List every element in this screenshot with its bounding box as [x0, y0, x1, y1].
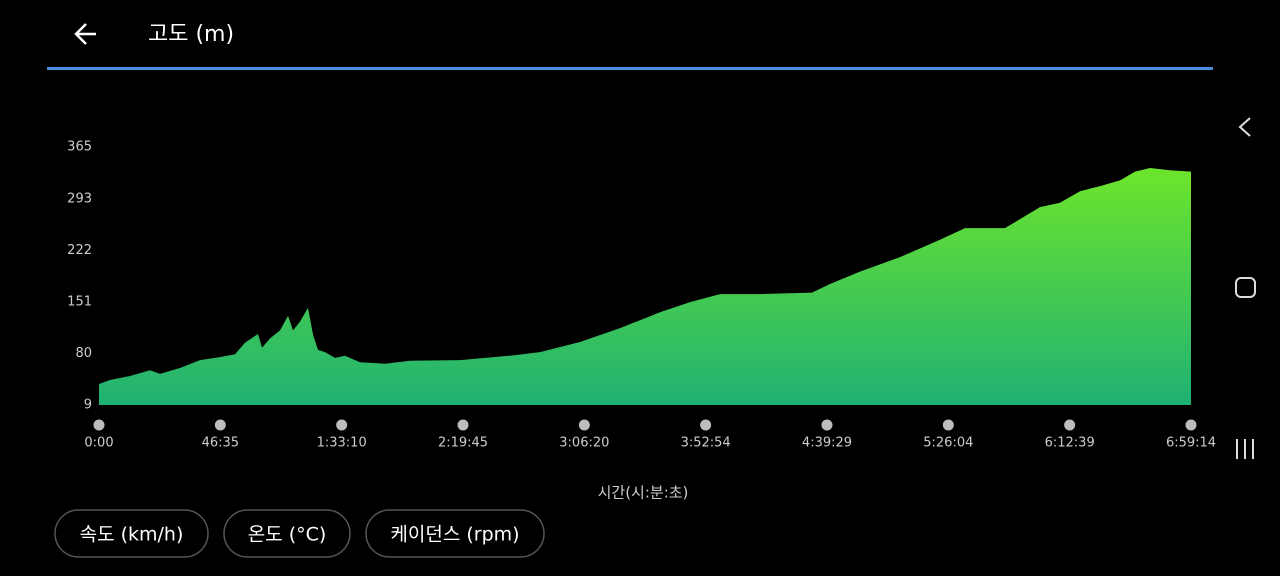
y-tick-label: 9: [84, 398, 92, 413]
button-outline[interactable]: [223, 509, 351, 558]
x-tick-label: 46:35: [202, 436, 239, 451]
filter-button[interactable]: 속도 (km/h): [54, 509, 209, 558]
back-button[interactable]: [74, 23, 96, 45]
y-tick-label: 80: [75, 346, 92, 361]
x-tick-label: 6:12:39: [1045, 436, 1095, 451]
y-tick-label: 293: [67, 192, 92, 207]
x-tick-dot: [214, 419, 226, 431]
x-tick-label: 4:39:29: [802, 436, 852, 451]
x-tick-dot: [1185, 419, 1197, 431]
back-arrow[interactable]: [74, 23, 96, 45]
page-title: 고도 (m): [148, 22, 234, 47]
x-tick-dot: [578, 419, 590, 431]
button-outline[interactable]: [365, 509, 545, 558]
y-tick-label: 365: [67, 140, 92, 155]
filter-button[interactable]: 온도 (°C): [223, 509, 351, 558]
x-tick-label: 0:00: [84, 436, 113, 451]
x-tick-label: 1:33:10: [317, 436, 367, 451]
chart: 9 80 151 222 293 365 0:00 46:35 1:33:10 2:19:45 3:…: [67, 140, 1216, 451]
filter-button[interactable]: 케이던스 (rpm): [365, 509, 545, 558]
x-tick-dot: [336, 419, 348, 431]
x-tick-label: 3:06:20: [559, 436, 609, 451]
y-tick-label: 222: [67, 243, 92, 258]
x-tick-dot: [700, 419, 712, 431]
elevation-area: [99, 168, 1191, 405]
nav-back[interactable]: [1238, 117, 1251, 137]
button-label[interactable]: 케이던스 (rpm): [390, 524, 519, 546]
header-divider: [47, 67, 1213, 70]
y-tick-label: 151: [67, 295, 92, 310]
button-outline[interactable]: [54, 509, 209, 558]
x-tick-dot: [821, 419, 833, 431]
button-row: 속도 (km/h) 온도 (°C) 케이던스 (rpm): [54, 509, 545, 558]
x-tick-label: 2:19:45: [438, 436, 488, 451]
x-tick-label: 6:59:14: [1166, 436, 1216, 451]
x-tick-label: 3:52:54: [681, 436, 731, 451]
button-label[interactable]: 속도 (km/h): [80, 524, 184, 546]
x-tick-dot: [1064, 419, 1076, 431]
x-tick-dot: [942, 419, 954, 431]
x-axis-label: 시간(시:분:초): [598, 484, 689, 502]
x-tick-label: 5:26:04: [923, 436, 973, 451]
nav-home[interactable]: [1235, 277, 1256, 298]
nav-recents[interactable]: [1236, 439, 1254, 459]
button-label[interactable]: 온도 (°C): [248, 524, 327, 546]
x-tick-dot: [457, 419, 469, 431]
x-tick-dot: [93, 419, 105, 431]
